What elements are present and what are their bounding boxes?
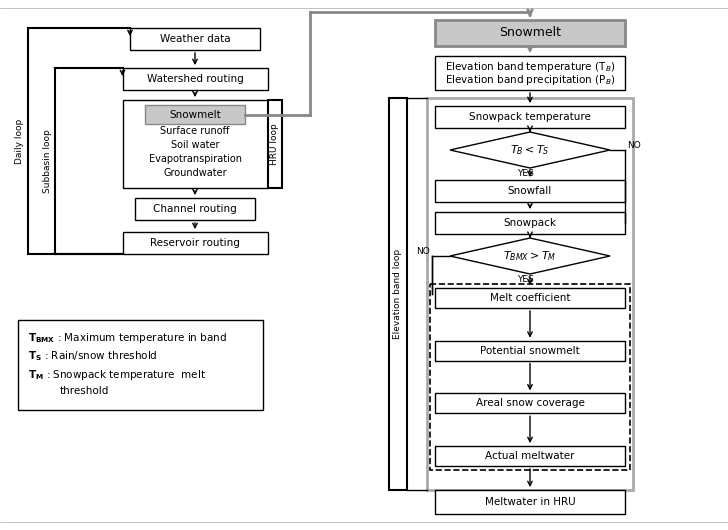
FancyBboxPatch shape (435, 341, 625, 361)
Text: Actual meltwater: Actual meltwater (486, 451, 574, 461)
FancyBboxPatch shape (427, 98, 633, 490)
FancyBboxPatch shape (435, 212, 625, 234)
Text: $T_B < T_S$: $T_B < T_S$ (510, 143, 550, 157)
FancyBboxPatch shape (135, 198, 255, 220)
Text: Surface runoff: Surface runoff (160, 126, 230, 136)
FancyBboxPatch shape (435, 180, 625, 202)
Text: Elevation band loop: Elevation band loop (394, 249, 403, 339)
Text: HRU loop: HRU loop (270, 123, 279, 165)
Text: Evapotranspiration: Evapotranspiration (149, 154, 242, 164)
FancyBboxPatch shape (435, 393, 625, 413)
Text: Snowpack: Snowpack (504, 218, 556, 228)
FancyBboxPatch shape (435, 20, 625, 46)
FancyBboxPatch shape (430, 284, 630, 470)
FancyBboxPatch shape (435, 106, 625, 128)
FancyBboxPatch shape (18, 320, 263, 410)
Text: Elevation band precipitation (P$_B$): Elevation band precipitation (P$_B$) (445, 73, 615, 87)
Text: Snowmelt: Snowmelt (499, 26, 561, 40)
Text: Daily loop: Daily loop (15, 118, 25, 164)
FancyBboxPatch shape (130, 28, 260, 50)
Polygon shape (450, 238, 610, 274)
FancyBboxPatch shape (389, 98, 407, 490)
Text: YES: YES (517, 169, 534, 178)
Text: Channel routing: Channel routing (153, 204, 237, 214)
Text: Reservoir routing: Reservoir routing (150, 238, 240, 248)
FancyBboxPatch shape (435, 446, 625, 466)
Text: NO: NO (627, 140, 641, 149)
Text: $\mathbf{T_S}$ : Rain/snow threshold: $\mathbf{T_S}$ : Rain/snow threshold (28, 349, 158, 363)
Text: Potential snowmelt: Potential snowmelt (480, 346, 580, 356)
Text: Soil water: Soil water (171, 140, 219, 150)
Text: $\mathbf{T_M}$ : Snowpack temperature  melt: $\mathbf{T_M}$ : Snowpack temperature me… (28, 368, 206, 382)
Text: Meltwater in HRU: Meltwater in HRU (485, 497, 575, 507)
FancyBboxPatch shape (435, 288, 625, 308)
Text: Watershed routing: Watershed routing (146, 74, 243, 84)
FancyBboxPatch shape (435, 56, 625, 90)
Text: $\mathbf{T_{BMX}}$ : Maximum temperature in band: $\mathbf{T_{BMX}}$ : Maximum temperature… (28, 331, 227, 345)
Text: YES: YES (517, 275, 534, 284)
FancyBboxPatch shape (122, 100, 267, 188)
Text: Snowfall: Snowfall (508, 186, 552, 196)
Text: Groundwater: Groundwater (163, 168, 227, 178)
Text: Snowpack temperature: Snowpack temperature (469, 112, 591, 122)
FancyBboxPatch shape (435, 490, 625, 514)
Text: Melt coefficient: Melt coefficient (490, 293, 570, 303)
FancyBboxPatch shape (145, 105, 245, 124)
FancyBboxPatch shape (122, 232, 267, 254)
FancyBboxPatch shape (267, 100, 282, 188)
Text: $T_{BMX} > T_M$: $T_{BMX} > T_M$ (503, 249, 557, 263)
Text: Elevation band temperature (T$_B$): Elevation band temperature (T$_B$) (445, 60, 615, 74)
Text: Subbasin loop: Subbasin loop (42, 129, 52, 193)
FancyBboxPatch shape (122, 68, 267, 90)
Text: Areal snow coverage: Areal snow coverage (475, 399, 585, 408)
Text: Snowmelt: Snowmelt (169, 110, 221, 119)
Text: NO: NO (416, 246, 430, 255)
Text: threshold: threshold (60, 386, 109, 396)
Text: Weather data: Weather data (159, 34, 230, 44)
Polygon shape (450, 132, 610, 168)
